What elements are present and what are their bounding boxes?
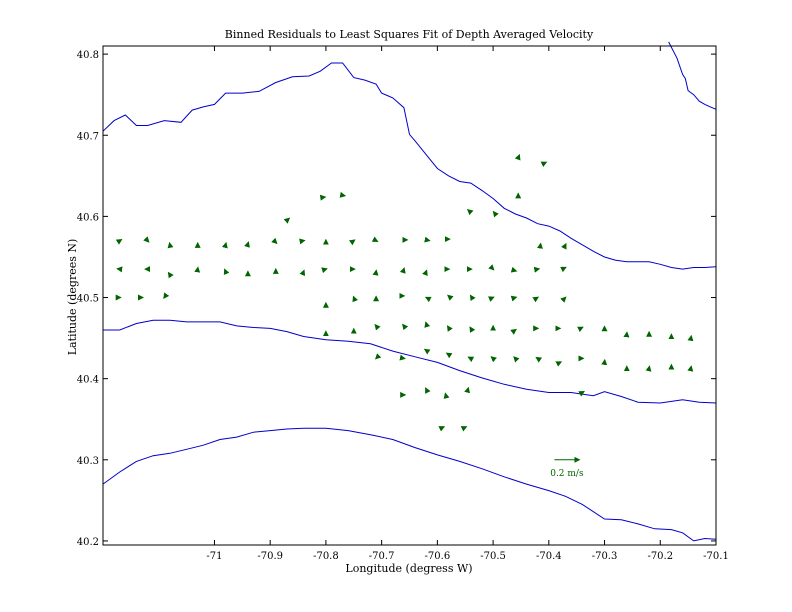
velocity-vector-15 (319, 194, 327, 201)
velocity-vector-21 (492, 210, 499, 218)
x-tick-label: -70.8 (313, 551, 339, 562)
velocity-vector-9 (348, 239, 356, 246)
vector-layer (115, 153, 694, 432)
velocity-vector-0 (115, 238, 123, 245)
y-tick-label: 40.6 (77, 212, 99, 223)
isobath-line-3 (102, 427, 717, 542)
velocity-vector-4 (221, 241, 228, 249)
plot-area: 0.2 m/s (102, 41, 717, 542)
scale-vector-label: 0.2 m/s (550, 469, 584, 479)
velocity-vector-1 (143, 236, 150, 243)
velocity-vector-76 (423, 348, 431, 355)
velocity-vector-95 (578, 391, 585, 397)
x-tick-label: -70.6 (425, 551, 451, 562)
velocity-vector-65 (510, 328, 517, 335)
isobath-line-0 (102, 62, 717, 270)
velocity-vector-60 (402, 323, 409, 331)
velocity-vector-26 (167, 271, 174, 279)
velocity-vector-17 (514, 153, 521, 161)
velocity-vector-5 (244, 241, 250, 248)
chart-title: Binned Residuals to Least Squares Fit of… (225, 28, 594, 41)
velocity-vector-80 (513, 356, 520, 363)
x-axis: -71 -70.9 -70.8 -70.7 -70.6 -70.5 -70.4 -70.3 -7… (206, 46, 729, 562)
velocity-vector-12 (424, 236, 431, 243)
x-tick-label: -70.9 (257, 551, 283, 562)
velocity-vector-93 (438, 426, 446, 432)
velocity-vector-59 (374, 323, 381, 331)
velocity-vector-36 (422, 269, 428, 277)
velocity-vector-20 (466, 208, 474, 216)
y-tick-label: 40.2 (77, 537, 99, 548)
velocity-vector-39 (488, 264, 495, 271)
velocity-vector-51 (447, 294, 454, 301)
y-tick-label: 40.5 (77, 294, 99, 305)
isobath-line-1 (668, 41, 717, 110)
y-tick-label: 40.7 (77, 131, 99, 142)
velocity-vector-16 (339, 191, 347, 198)
velocity-vector-82 (555, 361, 563, 367)
axes-frame (102, 45, 717, 546)
x-tick-label: -70.5 (480, 551, 506, 562)
y-axis: 40.2 40.3 40.4 40.5 40.6 40.7 40.8 (77, 50, 716, 548)
x-tick-label: -71 (206, 551, 222, 562)
velocity-vector-31 (299, 269, 306, 277)
velocity-vector-77 (445, 352, 453, 359)
y-tick-label: 40.8 (77, 50, 99, 61)
velocity-vector-28 (223, 268, 230, 276)
x-tick-label: -70.2 (647, 551, 673, 562)
velocity-vector-6 (271, 237, 278, 245)
velocity-vector-81 (535, 356, 543, 363)
velocity-vector-23 (561, 242, 567, 250)
velocity-vector-79 (490, 356, 497, 363)
x-tick-label: -70.4 (536, 551, 562, 562)
velocity-vector-18 (540, 161, 548, 168)
isobath-layer (102, 41, 717, 542)
y-axis-label: Latitude (degrees N) (66, 239, 79, 356)
velocity-vector-94 (460, 426, 468, 432)
velocity-vector-10 (371, 236, 379, 242)
x-tick-label: -70.7 (369, 551, 395, 562)
scale-vector-group: 0.2 m/s (550, 456, 584, 479)
x-axis-label: Longitude (degress W) (345, 562, 472, 575)
x-tick-label: -70.1 (703, 551, 729, 562)
y-tick-label: 40.3 (77, 456, 99, 467)
y-tick-label: 40.4 (77, 375, 99, 386)
x-tick-label: -70.3 (592, 551, 618, 562)
velocity-vector-45 (163, 292, 170, 300)
velocity-vector-14 (283, 217, 291, 224)
isobath-line-2 (103, 319, 717, 404)
velocity-vector-90 (425, 387, 431, 394)
velocity-vector-63 (469, 326, 476, 333)
velocity-vector-78 (467, 356, 475, 363)
velocity-vector-62 (446, 325, 453, 332)
